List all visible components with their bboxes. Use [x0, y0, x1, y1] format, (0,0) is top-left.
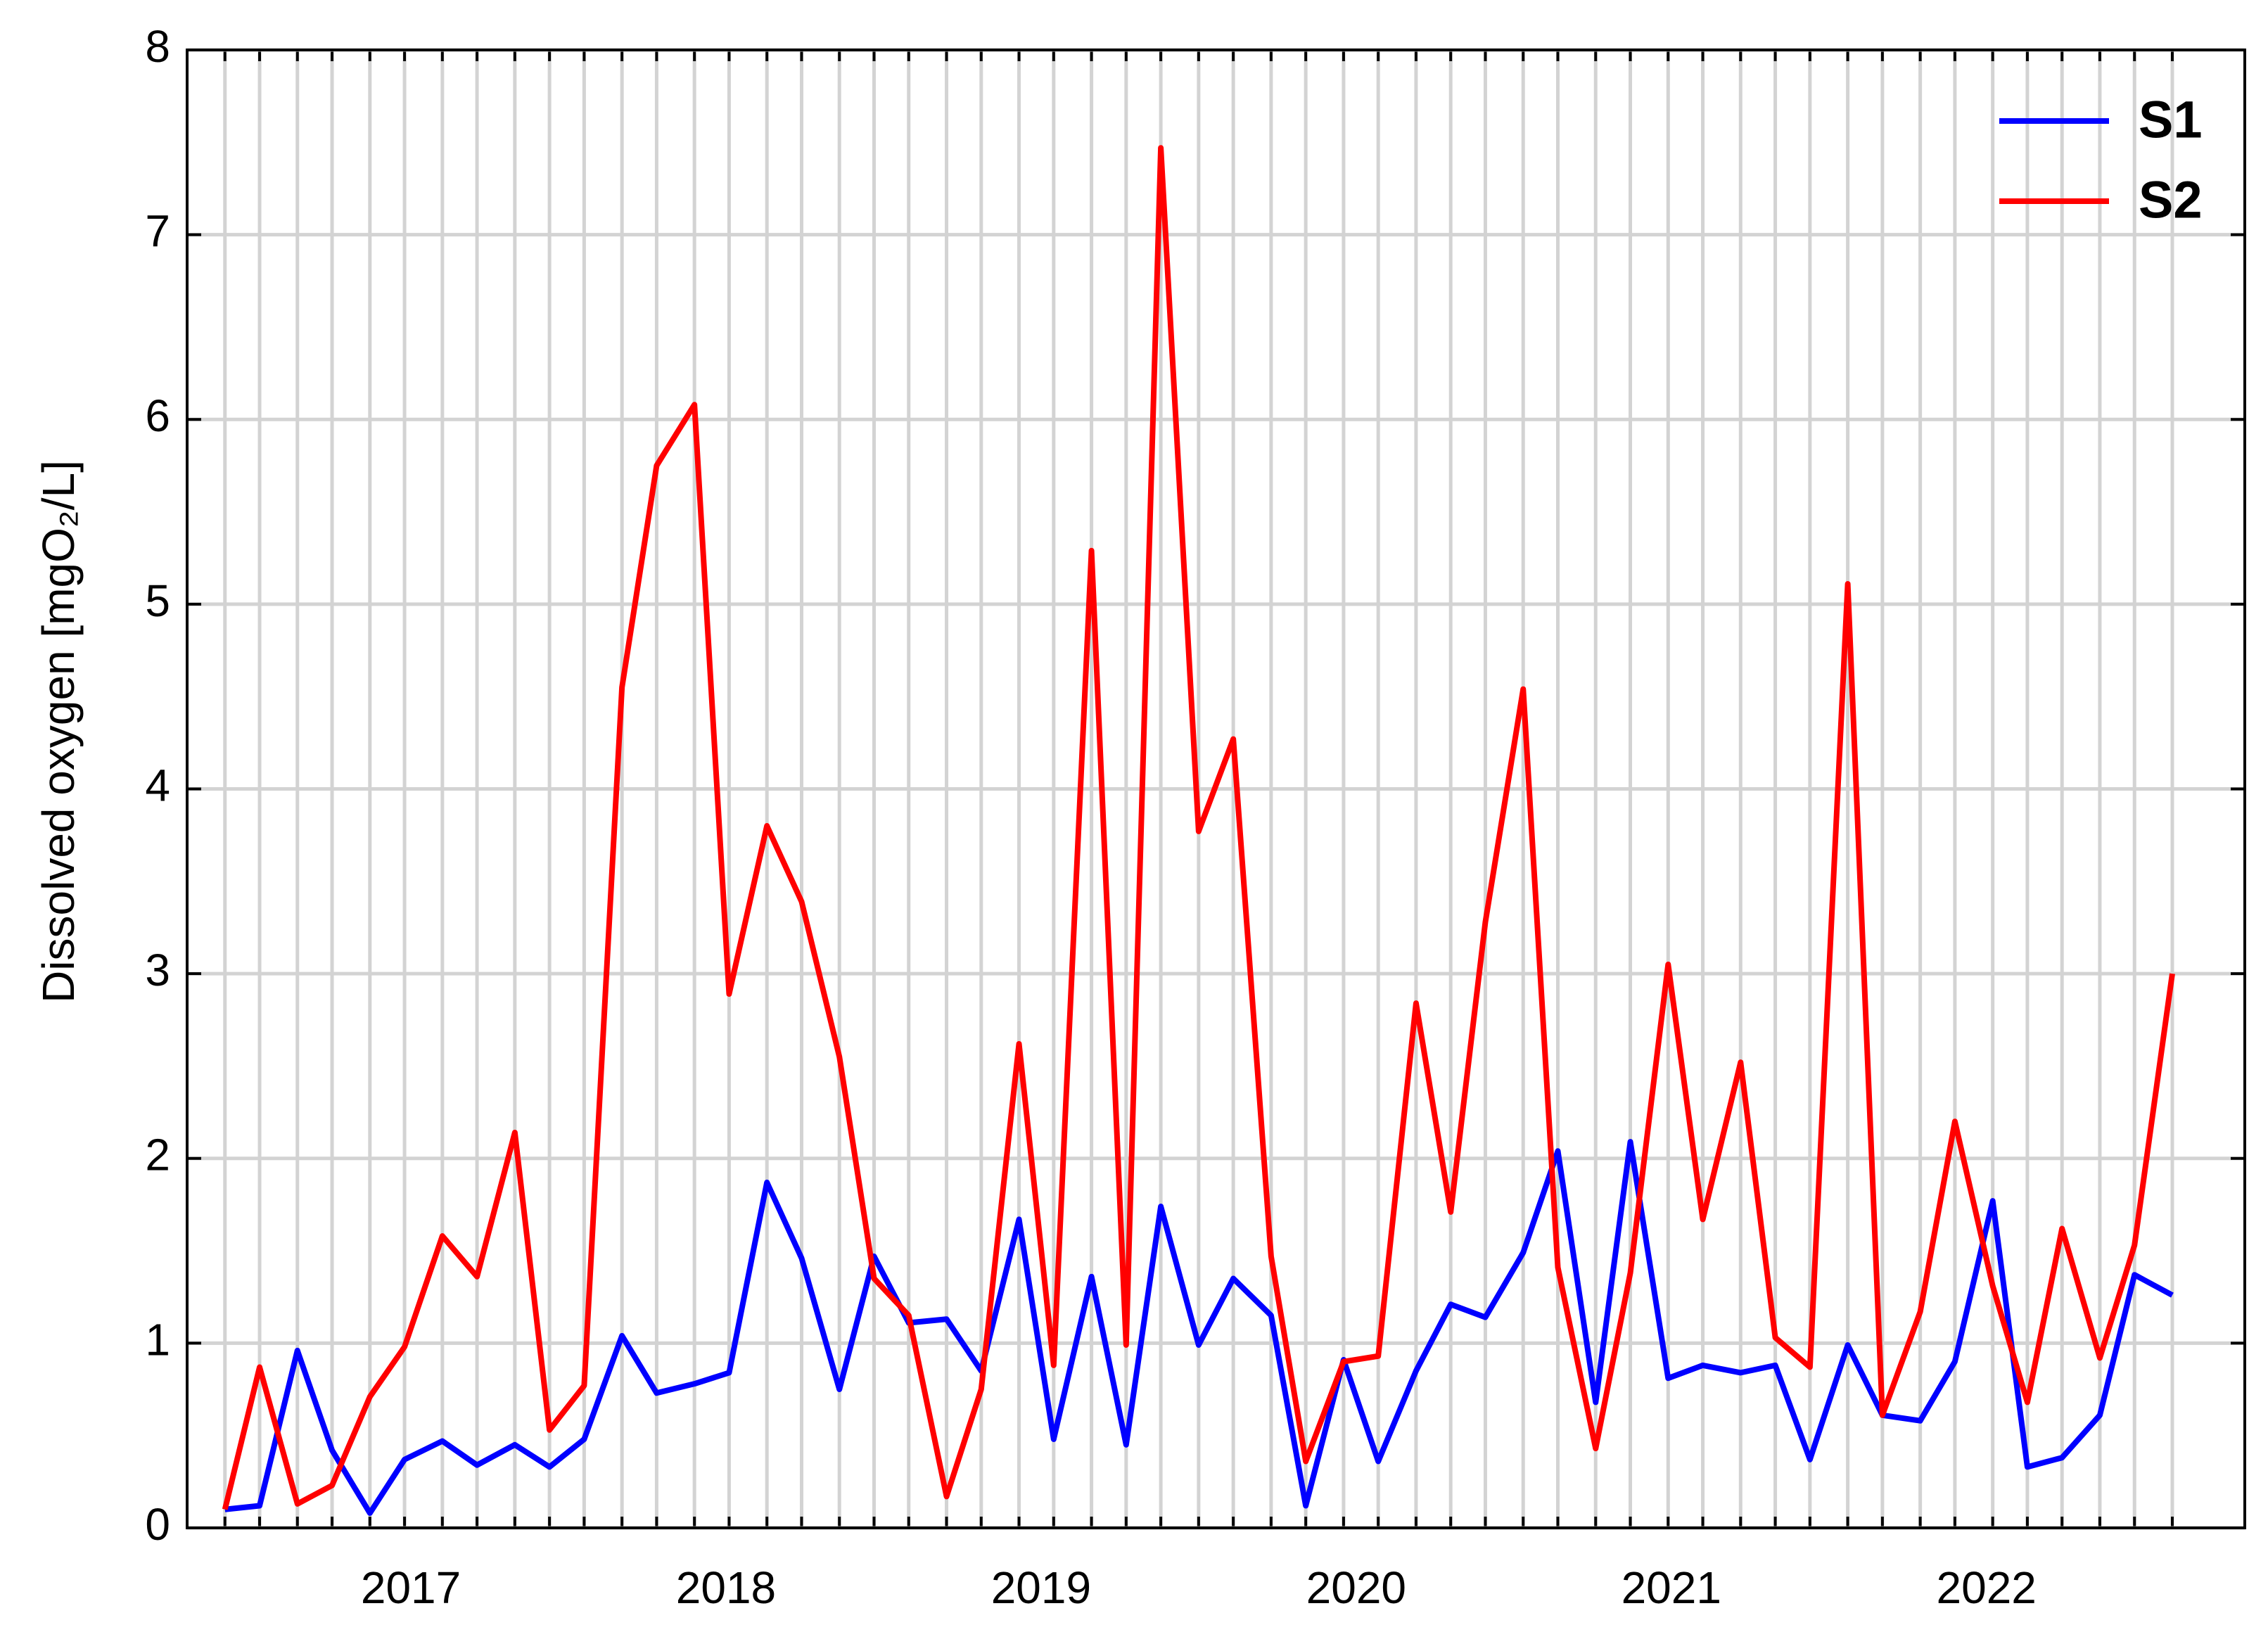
data-line: [224, 1139, 2174, 1516]
x-tick-label: 2019: [991, 1562, 1091, 1613]
y-axis-title: Dissolved oxygen [mgO₂/L]: [33, 460, 84, 1003]
x-tick-label: 2020: [1306, 1562, 1406, 1613]
legend-text: S2: [2139, 171, 2203, 229]
y-tick-label: 7: [145, 206, 170, 257]
plot-frame: [186, 49, 2246, 1529]
x-tick-label: 2017: [361, 1562, 461, 1613]
legend-text: S1: [2139, 91, 2203, 149]
y-tick-label: 2: [145, 1130, 170, 1180]
x-tick-label: 2022: [1937, 1562, 2037, 1613]
y-tick-label: 3: [145, 945, 170, 995]
y-tick-label: 5: [145, 575, 170, 626]
y-tick-label: 6: [145, 390, 170, 441]
x-tick-label: 2021: [1622, 1562, 1721, 1613]
y-tick-label: 0: [145, 1499, 170, 1550]
data-line: [222, 145, 2175, 1510]
y-tick-label: 4: [145, 760, 170, 810]
x-tick-label: 2018: [676, 1562, 776, 1613]
y-tick-label: 8: [145, 21, 170, 72]
y-tick-label: 1: [145, 1314, 170, 1365]
